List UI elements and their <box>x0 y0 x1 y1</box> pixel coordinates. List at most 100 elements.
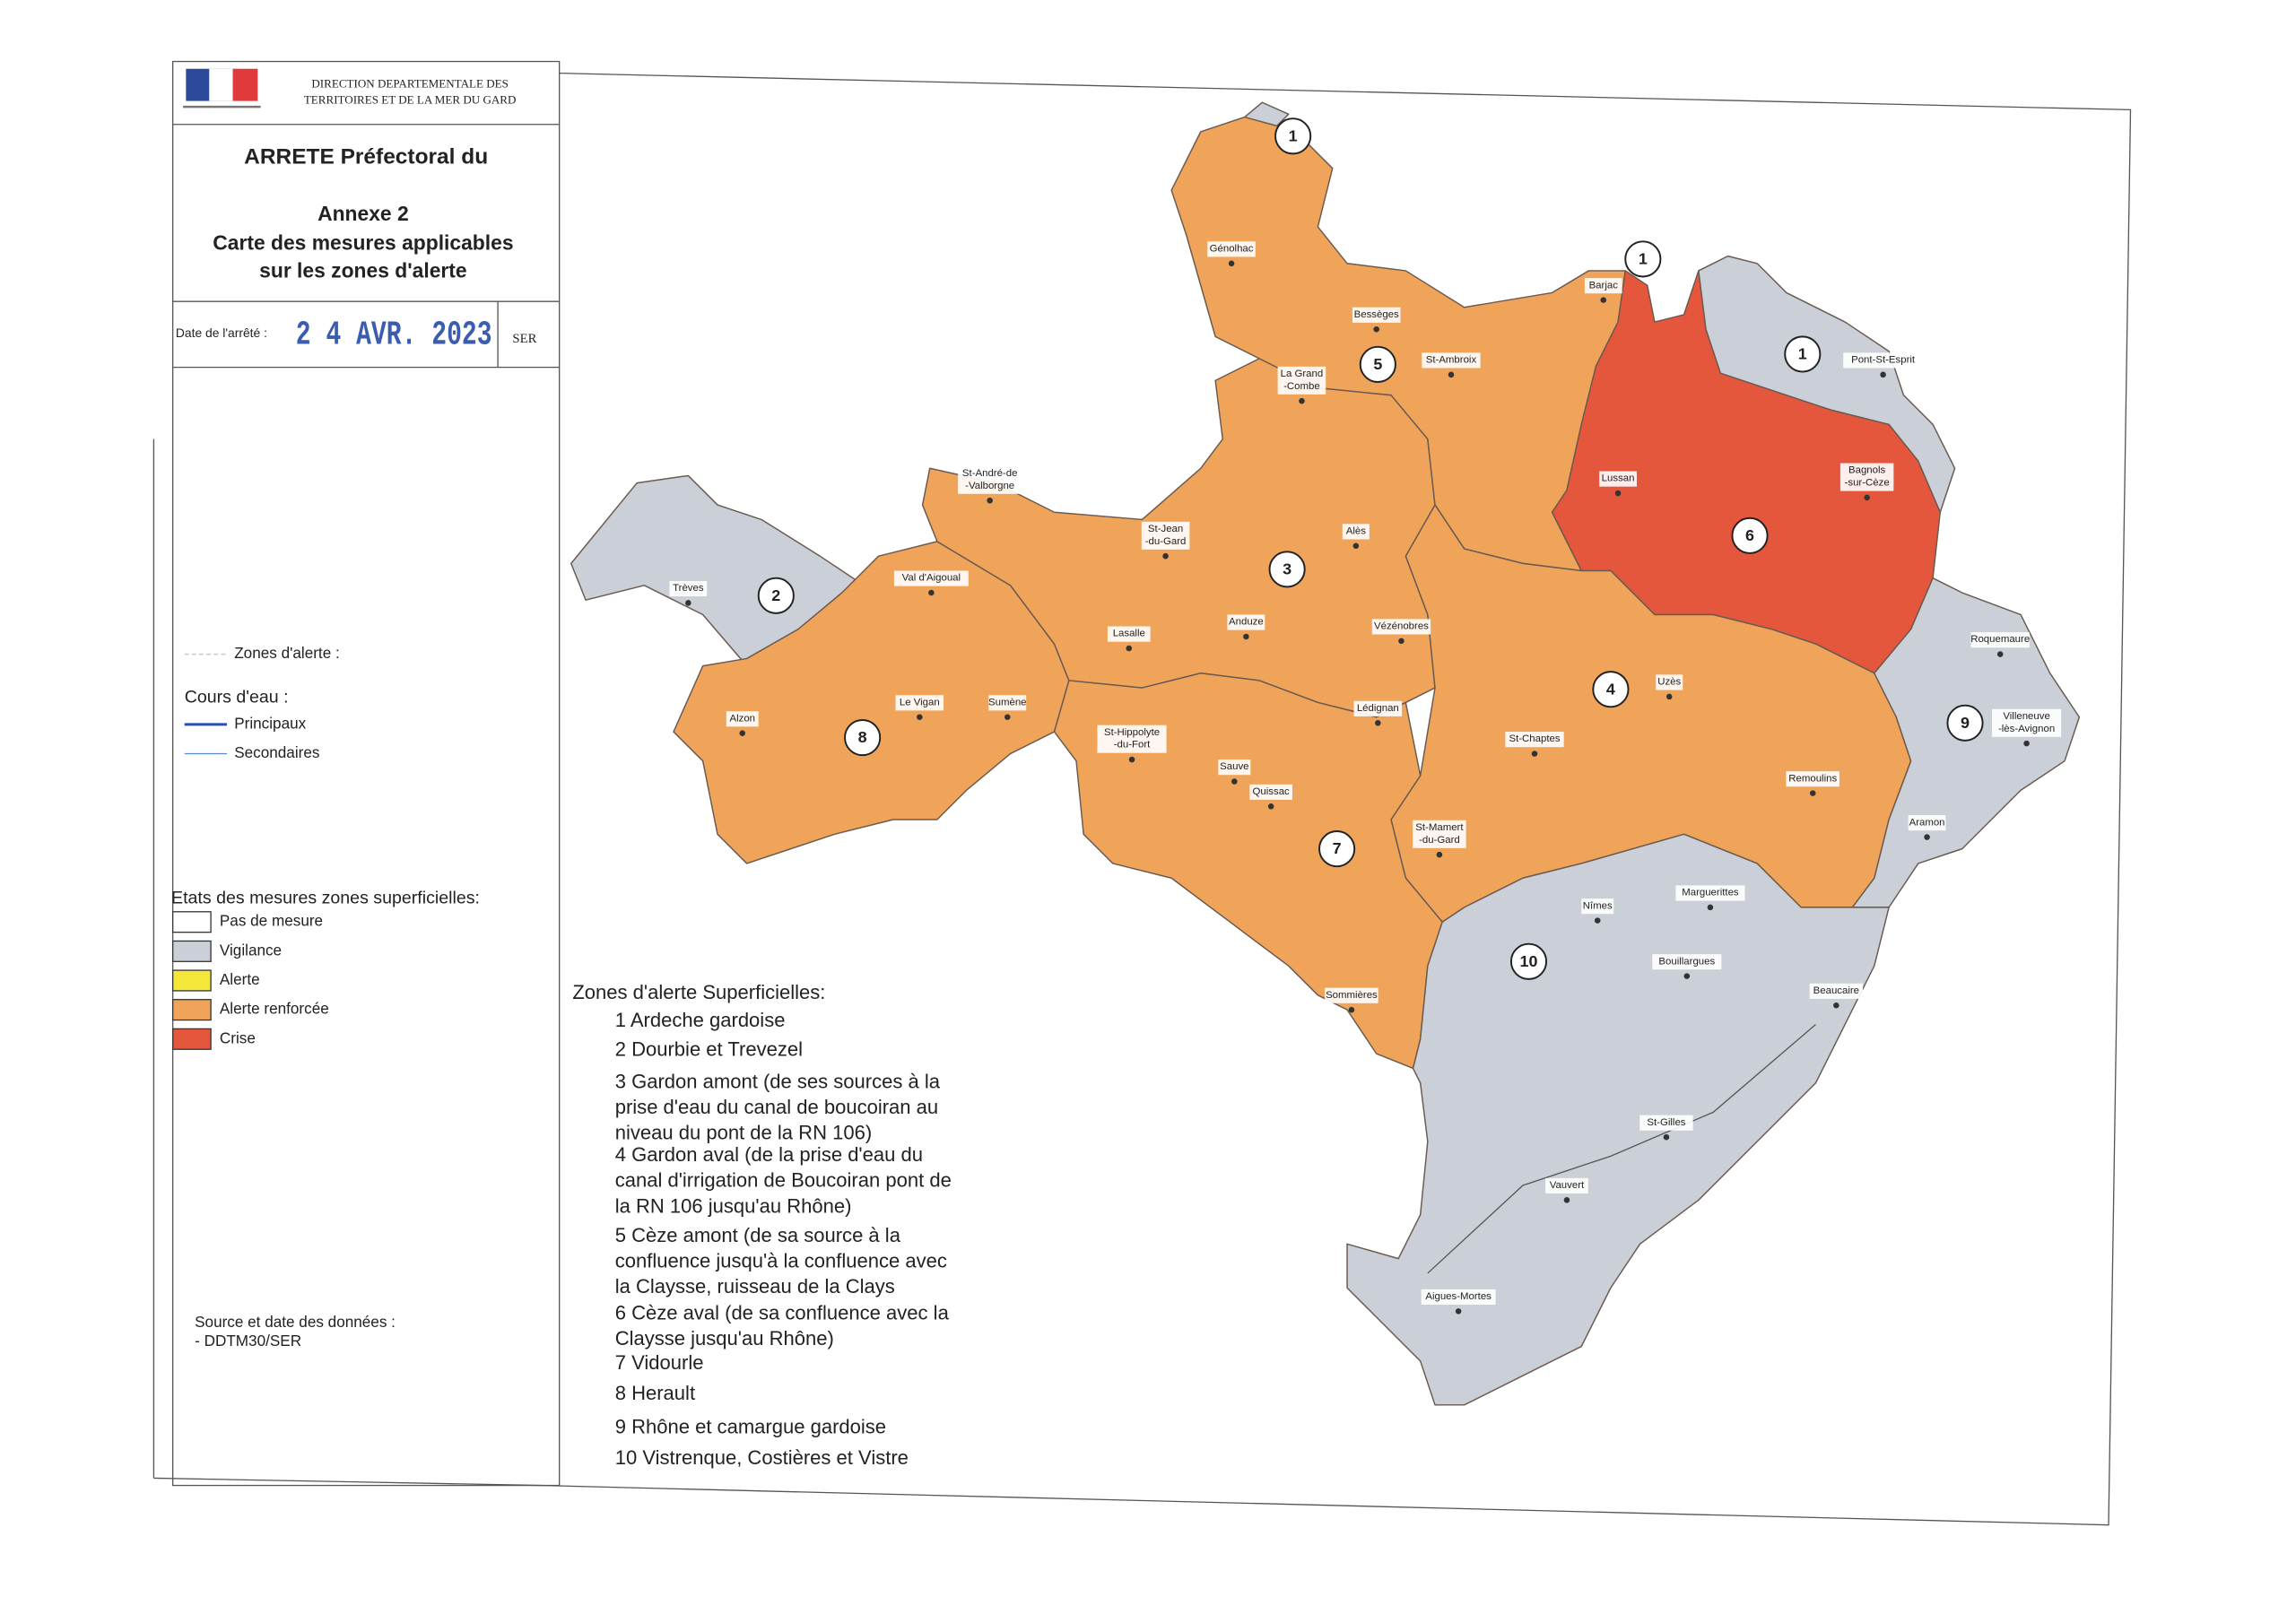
town-label: Uzès <box>1657 677 1681 688</box>
town-label: Marguerittes <box>1682 888 1739 898</box>
town-label-bg <box>1581 898 1614 915</box>
town-dot <box>739 730 746 736</box>
zones-list-line: 5 Cèze amont (de sa source à la <box>615 1224 901 1246</box>
source-line: Source et date des données : <box>195 1313 396 1331</box>
town-label: St-Ambroix <box>1426 355 1477 366</box>
legend-swatch <box>172 911 212 933</box>
zone-10 <box>1346 833 1890 1406</box>
town-label: Pont-St-Esprit <box>1851 355 1916 366</box>
town-label: Beaucaire <box>1813 985 1859 996</box>
town-dot <box>1707 904 1714 911</box>
town-label-bg <box>1652 954 1722 970</box>
town-label-bg <box>1352 307 1401 323</box>
town-dot <box>1162 552 1169 560</box>
town-label-bg <box>1584 278 1622 294</box>
town-label: -du-Gard <box>1145 536 1187 547</box>
legend-label: Pas de mesure <box>220 912 323 930</box>
town-label-bg <box>1249 784 1292 800</box>
zone-marker <box>1784 335 1822 373</box>
town-dot <box>1243 633 1249 640</box>
zone-number: 7 <box>1333 839 1342 857</box>
legend-label: Alerte renforcée <box>220 1000 329 1018</box>
town-label-bg <box>1371 619 1431 635</box>
town-dot <box>1228 260 1235 267</box>
zones-list-line: la RN 106 jusqu'au Rhône) <box>615 1194 852 1217</box>
town-label-bg <box>1097 725 1167 753</box>
town-dot <box>1352 542 1360 550</box>
town-dot <box>1348 1006 1355 1013</box>
town-label: Roquemaure <box>1970 634 2030 645</box>
zone-marker <box>1592 671 1630 708</box>
town-dot <box>1924 834 1930 840</box>
town-label: St-Jean <box>1148 524 1183 534</box>
town-dot <box>1665 693 1673 700</box>
town-dot <box>685 600 691 606</box>
town-dot <box>1375 719 1381 726</box>
zone-number: 5 <box>1373 355 1382 373</box>
zone-marker <box>1946 704 1984 742</box>
zones-list-line: la Claysse, ruisseau de la Clays <box>615 1275 895 1298</box>
town-label: Aigues-Mortes <box>1425 1291 1492 1302</box>
zone-1-north <box>1244 101 1290 127</box>
zone-number: 2 <box>771 586 780 604</box>
zone-marker <box>844 719 882 757</box>
town-dot <box>1398 638 1405 645</box>
town-label-bg <box>1675 885 1745 901</box>
zones-list-line: 1 Ardeche gardoise <box>615 1009 786 1031</box>
zones-list-line: niveau du pont de la RN 106) <box>615 1122 872 1144</box>
town-label: Lasalle <box>1113 629 1145 639</box>
zones-list-line: 2 Dourbie et Trevezel <box>615 1038 803 1061</box>
town-dot <box>1436 851 1443 858</box>
town-label-bg <box>1277 366 1326 395</box>
town-label: Alzon <box>729 713 755 724</box>
town-label: Aramon <box>1909 817 1945 828</box>
legend-swatch <box>172 969 212 992</box>
annex-line: Annexe 2 <box>317 202 409 225</box>
texts: DIRECTION DEPARTEMENTALE DES TERRITOIRES … <box>171 77 2062 1469</box>
town-label: Alès <box>1346 525 1366 536</box>
zone-number: 1 <box>1798 345 1807 363</box>
town-label: St-André-de <box>962 468 1018 479</box>
legend-title: Cours d'eau : <box>185 688 289 707</box>
legend-label: Crise <box>220 1028 256 1046</box>
sub-boundary <box>1427 1023 1816 1274</box>
town-label-bg <box>1992 708 2062 737</box>
date-stamp: 2 4 AVR. 2023 <box>296 317 492 355</box>
agency-line: TERRITOIRES ET DE LA MER DU GARD <box>304 93 517 107</box>
legend-swatch <box>172 1028 212 1050</box>
town-label-bg <box>1809 983 1864 999</box>
town-label-bg <box>1786 771 1839 787</box>
title: ARRETE Préfectoral du <box>244 145 488 169</box>
zone-marker <box>1274 117 1312 155</box>
town-label: St-Mamert <box>1415 822 1464 833</box>
town-dot <box>2023 740 2030 747</box>
town-label: Lédignan <box>1357 703 1399 714</box>
town-label: Vauvert <box>1550 1180 1585 1191</box>
town-label-bg <box>1970 632 2030 648</box>
town-dot <box>1004 714 1011 720</box>
annex-line: Carte des mesures applicables <box>213 231 513 255</box>
town-dot <box>1600 297 1607 303</box>
logo <box>183 68 261 108</box>
zone-number: 1 <box>1639 249 1648 267</box>
town-label-bg <box>1207 241 1256 257</box>
town-label: Bouillargues <box>1658 956 1715 967</box>
town-dot <box>1563 1197 1570 1203</box>
town-dot <box>1231 778 1238 785</box>
town-label: Vézénobres <box>1374 621 1429 632</box>
zones-list-line: prise d'eau du canal de boucoiran au <box>615 1096 938 1118</box>
town-dot <box>928 589 935 596</box>
town-label: Quissac <box>1253 786 1291 797</box>
zone-marker <box>1359 345 1396 383</box>
town-label: -du-Gard <box>1419 835 1460 846</box>
map <box>570 101 2081 1406</box>
town-label-bg <box>1227 614 1265 630</box>
zone-number: 10 <box>1520 952 1538 970</box>
town-dot <box>917 714 923 720</box>
town-label: Anduze <box>1229 617 1264 628</box>
annex-line: sur les zones d'alerte <box>259 259 466 282</box>
town-dot <box>1448 371 1455 378</box>
zones-list-line: 7 Vidourle <box>615 1351 704 1374</box>
town-label: St-Hippolyte <box>1104 727 1160 738</box>
zone-8 <box>673 541 1070 864</box>
